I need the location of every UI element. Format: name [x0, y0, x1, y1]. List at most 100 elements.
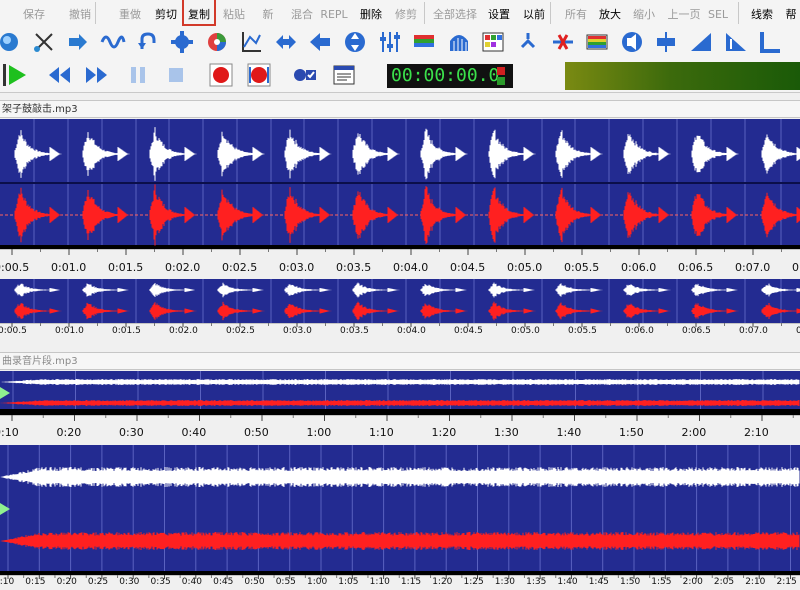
window-icon[interactable] — [331, 62, 357, 88]
right-channel-hit — [82, 190, 130, 240]
ribbon-button-11[interactable]: 全部选择 — [433, 8, 477, 21]
ruler-tick-label: 0:01.0 — [55, 326, 84, 336]
overview-waveform-2[interactable] — [0, 371, 800, 415]
record-loop-icon[interactable] — [246, 62, 272, 88]
ruler-tick-label: 0:01.5 — [108, 261, 144, 274]
color-wheel-icon[interactable] — [204, 29, 230, 55]
right-channel-hit — [217, 189, 265, 241]
ribbon-button-18[interactable]: SEL — [707, 8, 729, 21]
fade-out-icon[interactable] — [723, 29, 749, 55]
ribbon-button-12[interactable]: 设置 — [488, 8, 510, 21]
sine-wave-icon[interactable] — [100, 29, 126, 55]
wave-bottom-bar — [0, 409, 800, 415]
corner-icon[interactable] — [757, 29, 783, 55]
rewind-icon[interactable] — [46, 62, 72, 88]
ribbon-button-17[interactable]: 上一页 — [667, 8, 701, 21]
ribbon-button-7[interactable]: 混合 — [291, 8, 313, 21]
time-ruler-2[interactable]: 0:10 0:20 0:30 0:40 0:50 1:00 1:10 1:20 1:30 1:40… — [0, 415, 800, 445]
waveform-editor-1[interactable] — [0, 119, 800, 249]
ruler-tick-label: 1:40 — [556, 426, 582, 439]
double-arrow-icon[interactable] — [273, 29, 299, 55]
ruler-tick-label: 0:20 — [56, 577, 77, 587]
ribbon-button-15[interactable]: 放大 — [599, 8, 621, 21]
left-channel-hit — [82, 283, 130, 297]
pause-icon[interactable] — [125, 62, 151, 88]
waveform-editor-2[interactable] — [0, 445, 800, 575]
right-channel-hit — [691, 194, 739, 236]
record-icon[interactable] — [208, 62, 234, 88]
ruler-tick-label: 1:15 — [400, 577, 422, 587]
undo-curve-icon[interactable] — [134, 29, 160, 55]
left-channel-hit — [420, 283, 468, 297]
right-channel-hit — [691, 303, 739, 319]
ribbon-button-3[interactable]: 剪切 — [155, 8, 177, 21]
left-channel-hit — [691, 283, 739, 297]
ruler-tick-label: 1:50 — [620, 577, 641, 587]
ribbon-button-10[interactable]: 修剪 — [395, 8, 417, 21]
palette-icon[interactable] — [480, 29, 506, 55]
overview-ruler-1[interactable]: 0:00.5 0:01.0 0:01.5 0:02.0 0:02.5 0:03.0 0:03… — [0, 323, 800, 341]
stop-icon[interactable] — [163, 62, 189, 88]
left-channel-hit — [761, 134, 800, 174]
ribbon-button-2[interactable]: 重做 — [119, 8, 141, 21]
right-channel-hit — [284, 187, 332, 243]
ruler-tick-label: 2:00 — [682, 577, 703, 587]
right-channel-hit — [761, 192, 800, 238]
time-ruler-1[interactable]: 0:00.5 0:01.0 0:01.5 0:02.0 0:02.5 0:03.0 0:03… — [0, 249, 800, 279]
speaker-icon[interactable] — [619, 29, 645, 55]
ribbon-button-8[interactable]: REPL — [320, 8, 348, 21]
equalizer-icon[interactable] — [377, 29, 403, 55]
up-down-arrow-icon[interactable] — [342, 29, 368, 55]
ribbon-button-0[interactable]: 保存 — [23, 8, 45, 21]
gear-icon[interactable] — [169, 29, 195, 55]
ruler-tick-label: 0:02.0 — [165, 261, 201, 274]
ribbon-button-13[interactable]: 以前 — [523, 8, 545, 21]
left-channel — [0, 379, 800, 385]
circle-icon[interactable] — [0, 29, 22, 55]
x-scissor-icon[interactable] — [31, 29, 57, 55]
left-arrow-icon[interactable] — [307, 29, 333, 55]
center-icon[interactable] — [653, 29, 679, 55]
left-channel-hit — [691, 135, 739, 173]
play-icon[interactable] — [2, 62, 28, 88]
envelope-icon[interactable] — [238, 29, 264, 55]
mark-icon[interactable] — [292, 62, 318, 88]
left-channel-hit — [217, 131, 265, 177]
ruler-tick-label: 1:25 — [463, 577, 484, 587]
right-channel — [0, 400, 800, 406]
ruler-tick-label: 1:10 — [369, 426, 394, 439]
ribbon-button-20[interactable]: 帮 — [785, 8, 797, 21]
ribbon-button-9[interactable]: 删除 — [360, 8, 382, 21]
split-icon[interactable] — [515, 29, 541, 55]
fade-in-icon[interactable] — [688, 29, 714, 55]
ruler-tick-label: 0:02.5 — [222, 261, 258, 274]
arch-icon[interactable] — [446, 29, 472, 55]
right-channel-hit — [14, 187, 62, 243]
ribbon-button-1[interactable]: 撤销 — [69, 8, 91, 21]
ribbon-button-5[interactable]: 粘贴 — [223, 8, 245, 21]
ruler-tick-label: 0:03.0 — [279, 261, 315, 274]
ribbon-button-19[interactable]: 线索 — [751, 8, 773, 21]
right-channel-hit — [555, 187, 603, 243]
spectrum-icon[interactable] — [411, 29, 437, 55]
left-channel-hit — [555, 283, 603, 297]
file-title-1: 架子鼓敲击.mp3 — [0, 100, 800, 118]
ruler-tick-label: 0:55 — [275, 577, 296, 587]
arrow-join-icon[interactable] — [65, 29, 91, 55]
ribbon-button-4[interactable]: 复制 — [182, 0, 216, 26]
left-channel-hit — [761, 283, 800, 297]
bottom-ruler-2[interactable]: 0:10 0:15 0:20 0:25 0:30 0:35 0:40 0:45 0:50 0:55… — [0, 575, 800, 590]
ruler-tick-label: 0:00.5 — [0, 326, 27, 336]
ruler-tick-label: 0:25 — [87, 577, 109, 587]
fast-forward-icon[interactable] — [84, 62, 110, 88]
ribbon-button-6[interactable]: 新 — [262, 8, 274, 21]
right-channel-hit — [352, 301, 400, 321]
ribbon-button-14[interactable]: 所有 — [565, 8, 587, 21]
overview-waveform-1[interactable] — [0, 279, 800, 323]
ruler-tick-label: 0:20 — [56, 426, 82, 439]
rainbow-icon[interactable] — [584, 29, 610, 55]
right-channel-hit — [352, 191, 400, 239]
ruler-tick-label: 0:30 — [119, 577, 140, 587]
ribbon-button-16[interactable]: 缩小 — [633, 8, 655, 21]
remove-icon[interactable] — [550, 29, 576, 55]
